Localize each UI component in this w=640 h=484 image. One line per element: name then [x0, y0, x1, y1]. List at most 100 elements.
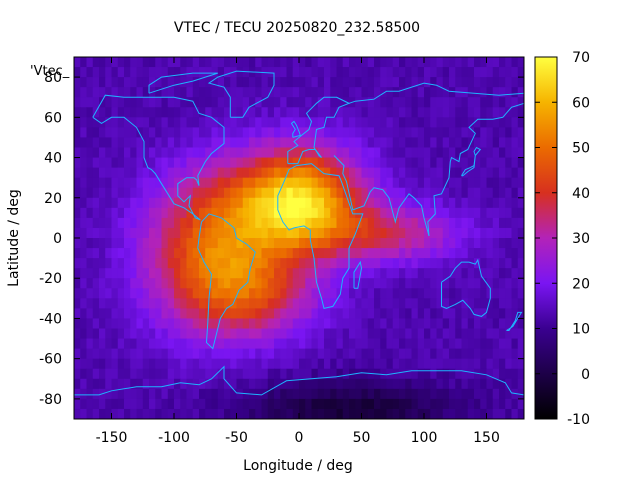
heatmap-cell [217, 137, 225, 149]
heatmap-cell [436, 258, 444, 269]
heatmap-cell [474, 97, 481, 108]
heatmap-cell [105, 338, 113, 350]
heatmap-cell [317, 408, 325, 419]
heatmap-cell [205, 278, 213, 289]
heatmap-cell [130, 167, 138, 179]
heatmap-cell [117, 207, 125, 219]
heatmap-cell [324, 248, 331, 259]
heatmap-cell [124, 368, 131, 380]
heatmap-cell [74, 248, 81, 259]
heatmap-cell [336, 258, 344, 269]
heatmap-cell [111, 288, 119, 299]
heatmap-cell [386, 177, 394, 189]
heatmap-cell [517, 368, 524, 380]
heatmap-cell [367, 87, 375, 98]
heatmap-cell [261, 227, 269, 239]
heatmap-cell [236, 328, 244, 340]
heatmap-cell [449, 187, 456, 199]
heatmap-cell [449, 197, 456, 209]
heatmap-cell [161, 227, 169, 239]
heatmap-cell [174, 87, 181, 98]
heatmap-cell [236, 107, 244, 118]
heatmap-cell [467, 197, 475, 209]
heatmap-cell [461, 67, 469, 78]
heatmap-cell [399, 308, 406, 320]
heatmap-cell [455, 378, 463, 390]
heatmap-cell [161, 248, 169, 259]
heatmap-cell [105, 298, 113, 309]
heatmap-cell [486, 147, 494, 159]
heatmap-cell [324, 77, 331, 88]
heatmap-cell [155, 217, 163, 229]
heatmap-cell [186, 398, 194, 410]
heatmap-cell [380, 328, 388, 340]
heatmap-cell [374, 318, 381, 330]
heatmap-cell [86, 288, 94, 299]
heatmap-cell [242, 147, 250, 159]
heatmap-cell [80, 67, 88, 78]
heatmap-cell [405, 358, 413, 370]
heatmap-cell [74, 97, 81, 108]
heatmap-cell [186, 187, 194, 199]
heatmap-cell [349, 308, 356, 320]
heatmap-cell [111, 107, 119, 118]
heatmap-cell [399, 207, 406, 219]
heatmap-cell [117, 348, 125, 360]
heatmap-cell [411, 398, 419, 410]
heatmap-cell [274, 298, 281, 309]
heatmap-cell [330, 107, 338, 118]
heatmap-cell [211, 187, 219, 199]
heatmap-cell [255, 117, 263, 128]
heatmap-cell [280, 167, 288, 179]
heatmap-cell [74, 127, 81, 139]
heatmap-cell [299, 278, 306, 289]
heatmap-cell [405, 107, 413, 118]
heatmap-cell [517, 268, 524, 279]
heatmap-cell [417, 378, 425, 390]
heatmap-cell [505, 378, 513, 390]
heatmap-cell [380, 207, 388, 219]
heatmap-cell [442, 67, 450, 78]
heatmap-cell [149, 127, 156, 139]
heatmap-cell [374, 348, 381, 360]
heatmap-cell [130, 278, 138, 289]
heatmap-cell [142, 197, 150, 209]
heatmap-cell [186, 318, 194, 330]
heatmap-cell [292, 157, 300, 169]
heatmap-cell [80, 378, 88, 390]
heatmap-cell [505, 348, 513, 360]
heatmap-cell [361, 117, 369, 128]
heatmap-cell [392, 378, 400, 390]
heatmap-cell [436, 197, 444, 209]
heatmap-cell [511, 217, 519, 229]
heatmap-cell [180, 308, 188, 320]
heatmap-cell [355, 388, 363, 400]
heatmap-cell [424, 378, 431, 390]
heatmap-cell [124, 388, 131, 400]
heatmap-cell [505, 258, 513, 269]
heatmap-cell [155, 77, 163, 88]
heatmap-cell [492, 57, 500, 68]
heatmap-cell [305, 197, 313, 209]
heatmap-cell [486, 268, 494, 279]
heatmap-cell [455, 308, 463, 320]
heatmap-cell [499, 398, 506, 410]
heatmap-cell [349, 268, 356, 279]
heatmap-cell [430, 398, 438, 410]
heatmap-cell [461, 217, 469, 229]
heatmap-cell [417, 278, 425, 289]
heatmap-cell [342, 217, 350, 229]
heatmap-cell [361, 388, 369, 400]
heatmap-cell [386, 338, 394, 350]
heatmap-cell [211, 217, 219, 229]
colorbar-tick-label: 50 [572, 141, 590, 157]
heatmap-cell [111, 177, 119, 189]
heatmap-cell [86, 207, 94, 219]
heatmap-cell [117, 308, 125, 320]
heatmap-cell [492, 368, 500, 380]
heatmap-cell [136, 207, 144, 219]
heatmap-cell [86, 408, 94, 419]
heatmap-cell [380, 348, 388, 360]
heatmap-cell [299, 77, 306, 88]
heatmap-cell [411, 408, 419, 419]
